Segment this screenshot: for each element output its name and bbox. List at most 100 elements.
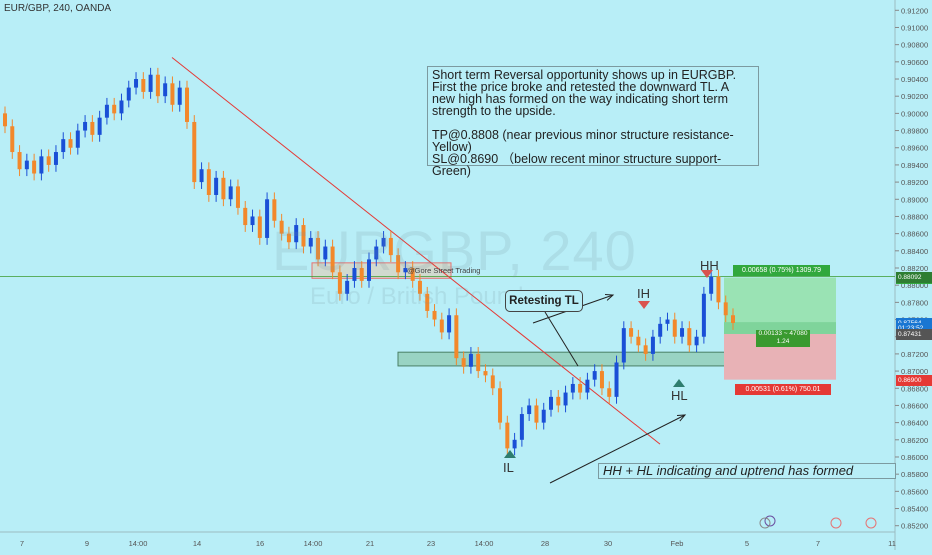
candle-body bbox=[417, 280, 422, 294]
uptrend-arrow bbox=[549, 414, 686, 484]
candle-body bbox=[556, 396, 561, 406]
candle-body bbox=[199, 169, 204, 183]
candle-body bbox=[374, 246, 379, 260]
time-tick-label: 14 bbox=[193, 539, 201, 548]
candle-body bbox=[592, 371, 597, 380]
note-line: Short term Reversal opportunity shows up… bbox=[432, 68, 737, 82]
time-tick-label: 23 bbox=[427, 539, 435, 548]
candle-body bbox=[650, 336, 655, 354]
watermark-symbol: EURGBP, 240 bbox=[272, 219, 637, 282]
price-tick-label: 0.86000 bbox=[901, 453, 928, 462]
candle-body bbox=[381, 237, 386, 247]
time-tick-label: 7 bbox=[816, 539, 820, 548]
candle-body bbox=[214, 177, 219, 195]
price-tick-label: 0.86200 bbox=[901, 436, 928, 445]
candle-body bbox=[112, 104, 117, 114]
price-tick-label: 0.91200 bbox=[901, 6, 928, 15]
candle-body bbox=[658, 323, 663, 337]
price-tick-label: 0.88000 bbox=[901, 281, 928, 290]
candle-body bbox=[272, 199, 277, 221]
candle-body bbox=[541, 409, 546, 423]
price-tick-label: 0.86400 bbox=[901, 419, 928, 428]
ih-label: IH bbox=[637, 286, 650, 301]
candle-body bbox=[723, 302, 728, 316]
candle-body bbox=[279, 220, 284, 234]
time-tick-label: 7 bbox=[20, 539, 24, 548]
candle-body bbox=[39, 156, 44, 174]
candle-body bbox=[170, 83, 175, 105]
candle-body bbox=[694, 336, 699, 346]
uptrend-arrow-head bbox=[676, 414, 687, 422]
candle-body bbox=[687, 328, 692, 346]
candle-body bbox=[527, 405, 532, 415]
candle-body bbox=[243, 207, 248, 226]
retesting-tl-callout[interactable]: Retesting TL bbox=[505, 290, 583, 312]
candle-body bbox=[468, 353, 473, 367]
price-axis-badge: 0.86900 bbox=[896, 374, 932, 386]
candle-body bbox=[367, 259, 371, 281]
author-credit: @Gore Street Trading bbox=[407, 266, 481, 275]
candle-body bbox=[352, 268, 357, 281]
candle-body bbox=[512, 439, 517, 449]
candle-body bbox=[235, 186, 240, 208]
event-marker-icon bbox=[764, 515, 776, 527]
candle-body bbox=[709, 276, 714, 294]
note-line: strength to the upside. bbox=[432, 104, 556, 118]
candle-body bbox=[636, 336, 641, 346]
candle-body bbox=[10, 126, 15, 153]
hh-marker bbox=[701, 270, 713, 278]
candle-body bbox=[439, 319, 444, 333]
time-tick-label: 14:00 bbox=[304, 539, 323, 548]
price-tick-label: 0.90600 bbox=[901, 58, 928, 67]
candle-body bbox=[490, 375, 495, 389]
candle-body bbox=[83, 121, 88, 131]
downward-trendline bbox=[171, 57, 661, 445]
note-line: First the price broke and retested the d… bbox=[432, 80, 730, 94]
candle-body bbox=[461, 358, 466, 367]
price-tick-label: 0.88200 bbox=[901, 264, 928, 273]
candle-body bbox=[578, 383, 583, 393]
candle-body bbox=[388, 237, 393, 256]
candle-body bbox=[570, 383, 575, 393]
candle-body bbox=[359, 268, 364, 281]
time-tick-label: 5 bbox=[745, 539, 749, 548]
event-marker-icon bbox=[830, 517, 842, 529]
candle-body bbox=[155, 74, 160, 97]
candle-body bbox=[97, 117, 102, 135]
price-tick-label: 0.89400 bbox=[901, 161, 928, 170]
watermark-name: Euro / British Pound bbox=[310, 283, 524, 310]
candle-body bbox=[17, 152, 22, 170]
price-tick-label: 0.85800 bbox=[901, 470, 928, 479]
chart-title: EUR/GBP, 240, OANDA bbox=[4, 3, 112, 14]
price-axis-badge: 0.87431 bbox=[896, 329, 932, 341]
candle-body bbox=[134, 79, 139, 88]
time-tick-label: 11 bbox=[888, 539, 896, 548]
candle-body bbox=[534, 405, 539, 423]
il-marker bbox=[504, 450, 516, 458]
price-tick-label: 0.89600 bbox=[901, 144, 928, 153]
price-tick-label: 0.88600 bbox=[901, 230, 928, 239]
candle-body bbox=[206, 169, 211, 195]
time-tick-label: Feb bbox=[671, 539, 684, 548]
hh-hl-note[interactable]: HH + HL indicating and uptrend has forme… bbox=[598, 463, 896, 479]
stop-loss-label: 0.00531 (0.61%) 750.01 bbox=[735, 384, 831, 395]
hl-marker bbox=[673, 379, 685, 387]
open-profit-zone bbox=[724, 322, 836, 334]
candle-body bbox=[425, 293, 430, 311]
price-tick-label: 0.90200 bbox=[901, 92, 928, 101]
candle-body bbox=[61, 139, 66, 153]
price-tick-label: 0.85200 bbox=[901, 522, 928, 531]
time-tick-label: 9 bbox=[85, 539, 89, 548]
candle-body bbox=[410, 268, 415, 281]
candle-body bbox=[119, 100, 124, 114]
candle-body bbox=[250, 216, 255, 226]
candle-body bbox=[607, 388, 612, 397]
price-tick-label: 0.86800 bbox=[901, 384, 928, 393]
analysis-note[interactable]: Short term Reversal opportunity shows up… bbox=[427, 66, 759, 177]
candle-body bbox=[505, 422, 510, 449]
candle-body bbox=[24, 160, 29, 170]
candle-body bbox=[126, 87, 131, 101]
price-tick-label: 0.90800 bbox=[901, 41, 928, 50]
